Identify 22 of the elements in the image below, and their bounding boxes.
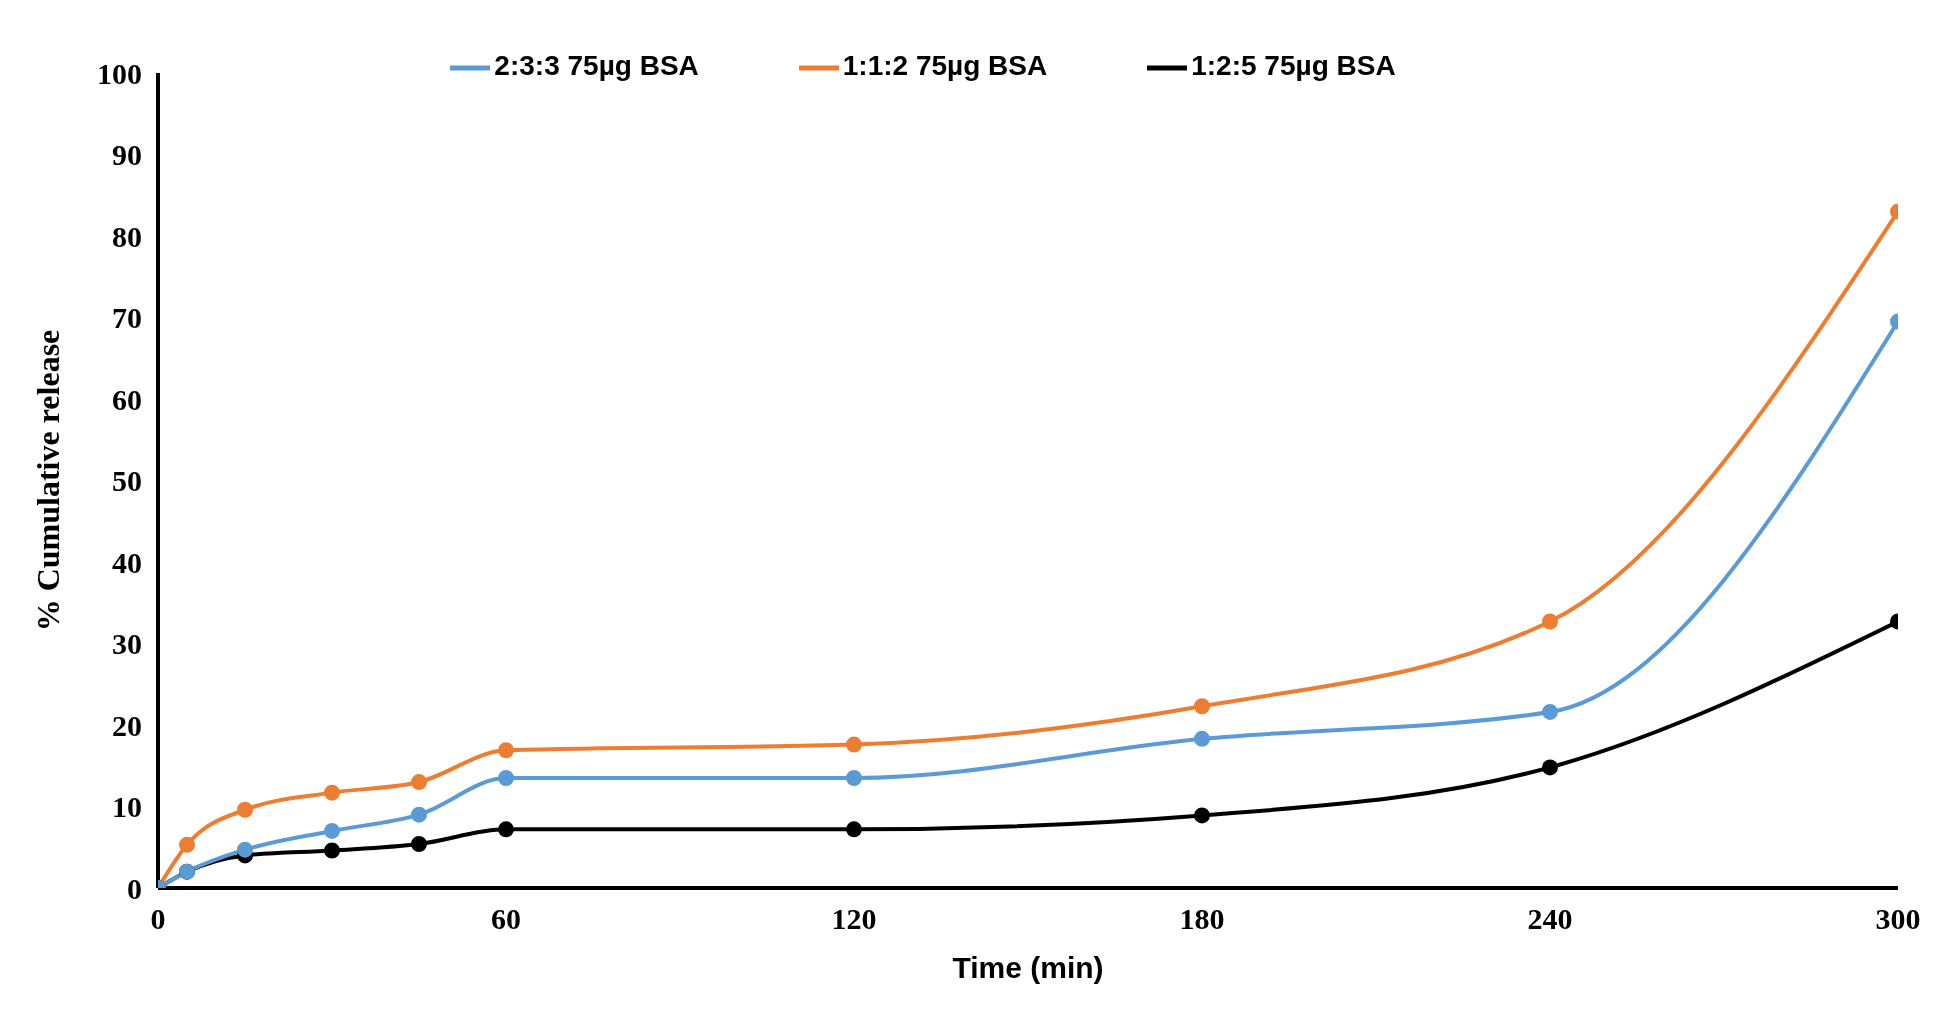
- y-tick-label: 60: [112, 382, 142, 416]
- y-tick-label: 80: [112, 219, 142, 253]
- x-tick-label: 180: [1179, 902, 1225, 936]
- x-tick-label: 120: [831, 902, 877, 936]
- x-tick-label: 60: [491, 902, 521, 936]
- y-tick-label: 50: [112, 464, 142, 498]
- x-axis-title: Time (min): [952, 951, 1104, 984]
- y-tick-label: 0: [127, 871, 142, 905]
- y-tick-label: 30: [112, 627, 142, 661]
- legend-label: 1:1:2 75µg BSA: [842, 50, 1048, 82]
- x-tick-label: 240: [1527, 902, 1573, 936]
- legend-label: 1:2:5 75µg BSA: [1191, 50, 1396, 82]
- x-tick-label: 0: [150, 902, 166, 936]
- y-tick-label: 70: [112, 301, 142, 335]
- y-tick-label: 90: [112, 138, 142, 172]
- x-tick-label: 300: [1875, 902, 1921, 936]
- legend-label: 2:3:3 75µg BSA: [494, 50, 699, 82]
- y-tick-label: 40: [112, 545, 142, 579]
- y-axis-title: % Cumulative release: [30, 329, 67, 632]
- y-tick-label: 20: [112, 708, 142, 742]
- y-tick-label: 100: [97, 56, 142, 90]
- y-tick-label: 10: [112, 790, 142, 824]
